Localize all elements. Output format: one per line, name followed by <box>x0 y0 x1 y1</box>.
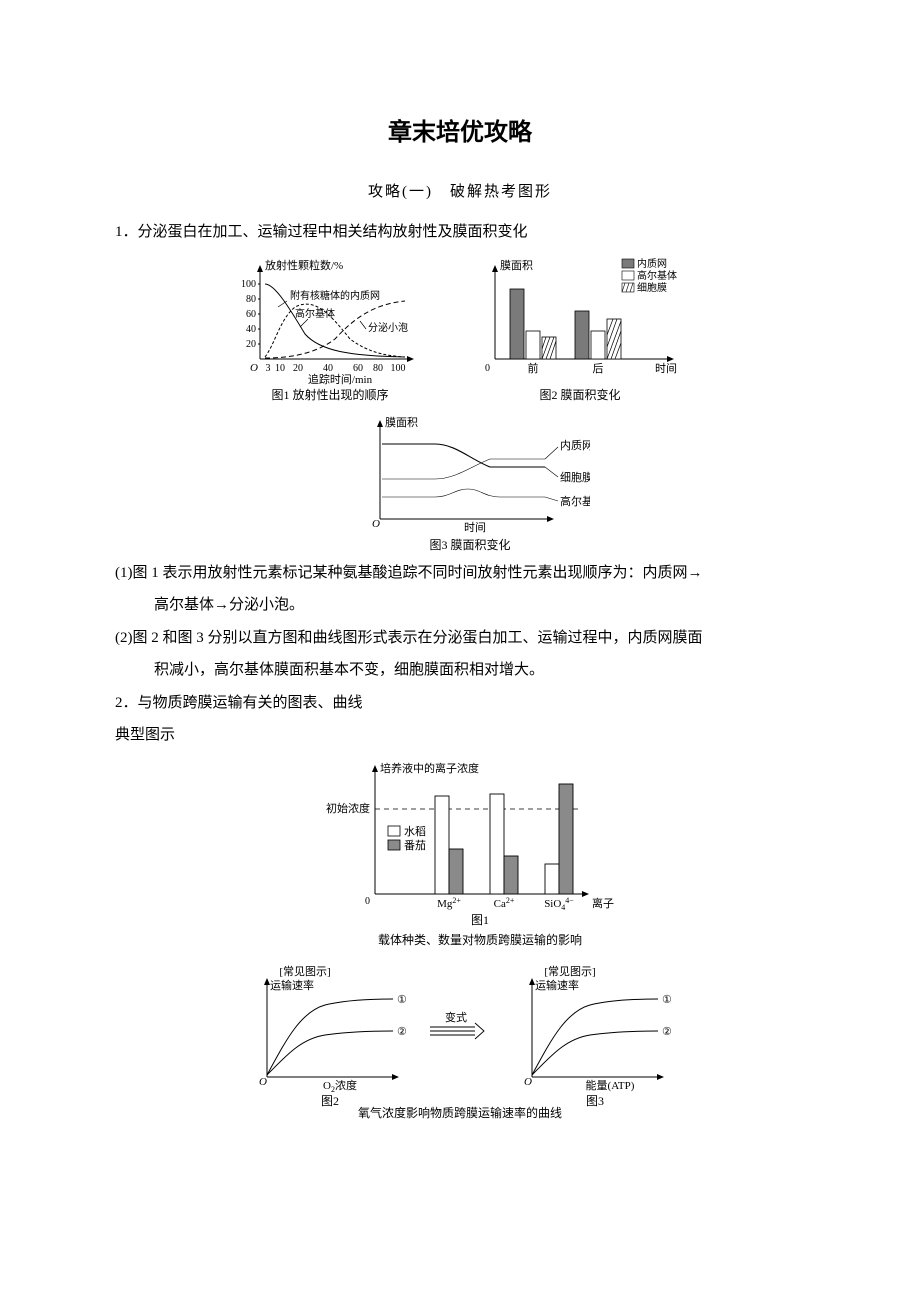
svg-text:SiO44−: SiO44− <box>544 896 574 912</box>
svg-text:内质网: 内质网 <box>637 257 667 270</box>
svg-text:培养液中的离子浓度: 培养液中的离子浓度 <box>380 761 479 775</box>
svg-text:分泌小泡: 分泌小泡 <box>368 321 408 334</box>
page-title: 章末培优攻略 <box>115 110 805 156</box>
svg-text:膜面积: 膜面积 <box>385 416 418 429</box>
svg-text:膜面积: 膜面积 <box>500 259 533 272</box>
svg-text:60: 60 <box>246 309 256 320</box>
svg-text:图3: 图3 <box>586 1094 604 1108</box>
svg-text:①: ① <box>397 994 407 1006</box>
page-subtitle: 攻略(一) 破解热考图形 <box>115 178 805 207</box>
svg-text:0: 0 <box>365 896 370 907</box>
svg-text:前: 前 <box>528 361 539 375</box>
svg-text:O: O <box>250 362 258 374</box>
svg-text:细胞膜: 细胞膜 <box>560 471 590 484</box>
figure-group-1: 20 40 60 80 100 放射性颗粒数/% 3 10 20 40 60 8… <box>115 255 805 405</box>
svg-text:番茄: 番茄 <box>404 838 426 852</box>
section1-p2: (2)图 2 和图 3 分别以直方图和曲线图形式表示在分泌蛋白加工、运输过程中，… <box>115 624 805 653</box>
svg-text:40: 40 <box>246 324 256 335</box>
svg-text:细胞膜: 细胞膜 <box>637 281 667 294</box>
svg-text:②: ② <box>397 1026 407 1038</box>
svg-text:运输速率: 运输速率 <box>270 978 314 992</box>
svg-text:O: O <box>524 1076 532 1088</box>
svg-text:载体种类、数量对物质跨膜运输的影响: 载体种类、数量对物质跨膜运输的影响 <box>378 932 582 947</box>
svg-text:10: 10 <box>275 363 285 374</box>
svg-text:图1 放射性出现的顺序: 图1 放射性出现的顺序 <box>271 387 388 402</box>
svg-text:Mg2+: Mg2+ <box>437 896 461 910</box>
svg-text:①: ① <box>662 994 672 1006</box>
section1-p1: (1)图 1 表示用放射性元素标记某种氨基酸追踪不同时间放射性元素出现顺序为：内… <box>115 559 805 588</box>
svg-text:附有核糖体的内质网: 附有核糖体的内质网 <box>290 289 380 302</box>
svg-text:O: O <box>372 518 380 530</box>
svg-text:能量(ATP): 能量(ATP) <box>586 1078 635 1092</box>
svg-text:高尔基体: 高尔基体 <box>295 307 335 320</box>
svg-text:放射性颗粒数/%: 放射性颗粒数/% <box>265 258 343 272</box>
svg-text:40: 40 <box>323 363 333 374</box>
svg-text:时间: 时间 <box>655 362 677 375</box>
svg-text:图1: 图1 <box>471 913 489 927</box>
section1-heading: 1．分泌蛋白在加工、运输过程中相关结构放射性及膜面积变化 <box>115 218 805 247</box>
svg-text:Ca2+: Ca2+ <box>494 896 515 910</box>
svg-text:氧气浓度影响物质跨膜运输速率的曲线: 氧气浓度影响物质跨膜运输速率的曲线 <box>358 1105 562 1120</box>
svg-text:高尔基体膜: 高尔基体膜 <box>560 494 590 508</box>
svg-text:3: 3 <box>266 363 271 374</box>
section1-p1b: 高尔基体→分泌小泡。 <box>115 591 805 620</box>
section1-p2b: 积减小，高尔基体膜面积基本不变，细胞膜面积相对增大。 <box>115 656 805 685</box>
svg-text:水稻: 水稻 <box>404 825 426 838</box>
figure-3: 膜面积 O 时间 内质网 细胞膜 高尔基体膜 图3 膜面积变化 <box>115 413 805 553</box>
svg-text:高尔基体: 高尔基体 <box>637 269 677 282</box>
svg-text:20: 20 <box>293 363 303 374</box>
figure-ion-bars: 培养液中的离子浓度 0 初始浓度 水稻 番茄 Mg2+ Ca2+ SiO44− <box>115 758 805 953</box>
svg-text:后: 后 <box>593 362 604 375</box>
svg-text:0: 0 <box>485 363 490 374</box>
svg-text:[常见图示]: [常见图示] <box>544 965 595 978</box>
svg-text:图3 膜面积变化: 图3 膜面积变化 <box>429 537 510 552</box>
svg-text:图2 膜面积变化: 图2 膜面积变化 <box>539 387 620 402</box>
section2-heading: 2．与物质跨膜运输有关的图表、曲线 <box>115 689 805 718</box>
svg-text:O: O <box>259 1076 267 1088</box>
svg-text:20: 20 <box>246 339 256 350</box>
svg-text:离子: 离子 <box>592 896 614 910</box>
svg-text:80: 80 <box>246 294 256 305</box>
svg-text:100: 100 <box>391 363 406 374</box>
svg-text:变式: 变式 <box>445 1010 467 1024</box>
svg-text:60: 60 <box>353 363 363 374</box>
figure-rate-curves: [常见图示] 运输速率 ① ② O O2浓度 图2 变式 [常见图示] 运输速率… <box>115 961 805 1121</box>
svg-text:时间: 时间 <box>464 521 486 534</box>
svg-text:图2: 图2 <box>321 1094 339 1108</box>
section2-sub: 典型图示 <box>115 721 805 750</box>
svg-text:O2浓度: O2浓度 <box>323 1078 357 1094</box>
svg-text:追踪时间/min: 追踪时间/min <box>308 372 373 386</box>
svg-text:80: 80 <box>373 363 383 374</box>
svg-text:初始浓度: 初始浓度 <box>326 801 370 815</box>
svg-text:内质网: 内质网 <box>560 438 590 452</box>
svg-text:[常见图示]: [常见图示] <box>279 965 330 978</box>
svg-text:运输速率: 运输速率 <box>535 978 579 992</box>
svg-text:100: 100 <box>241 279 256 290</box>
svg-text:②: ② <box>662 1026 672 1038</box>
